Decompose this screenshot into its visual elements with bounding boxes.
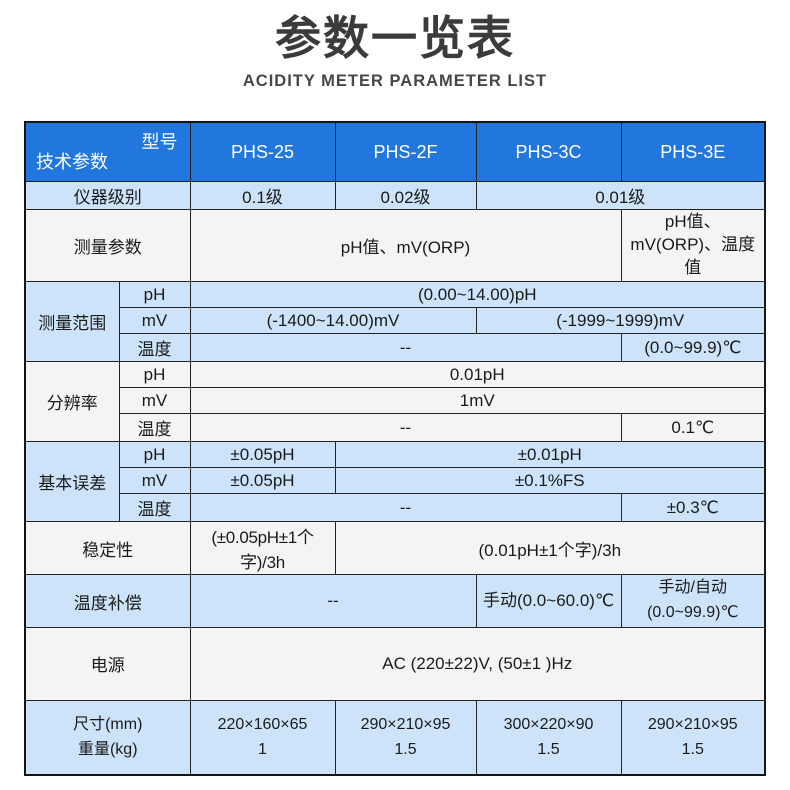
- stability-label: 稳定性: [24, 521, 191, 576]
- size-phs25: 220×160×65: [217, 715, 308, 733]
- basic-error-ph-phs2f-3e: ±0.01pH: [334, 441, 766, 469]
- parameter-table: 型号 技术参数 PHS-25 PHS-2F PHS-3C PHS-3E 仪器级别…: [24, 120, 766, 777]
- temp-compensation-phs3e-line1: 手动/自动: [658, 579, 727, 597]
- size-phs2f: 290×210×95: [360, 715, 451, 733]
- model-header-phs25: PHS-25: [189, 121, 336, 183]
- row-resolution-mv: mV 1mV: [25, 387, 766, 415]
- instrument-level-phs3c-3e: 0.01级: [475, 181, 766, 211]
- instrument-level-phs25: 0.1级: [189, 181, 336, 211]
- weight-phs25: 1: [258, 740, 267, 758]
- size-weight-phs2f: 290×210×95 1.5: [334, 699, 477, 776]
- resolution-mv-label: mV: [118, 387, 191, 415]
- resolution-mv-all: 1mV: [189, 387, 766, 415]
- basic-error-mv-phs2f-3e: ±0.1%FS: [334, 467, 766, 495]
- measure-range-mv-label: mV: [118, 307, 191, 335]
- measure-range-mv-phs3c-3e: (-1999~1999)mV: [475, 307, 766, 335]
- basic-error-mv-label: mV: [118, 467, 191, 495]
- resolution-temp-phs25-3c: --: [189, 413, 622, 443]
- measure-range-temp-phs3e: (0.0~99.9)℃: [620, 333, 766, 363]
- page-title: 参数一览表: [275, 12, 515, 64]
- row-size-weight: 尺寸(mm) 重量(kg) 220×160×65 1 290×210×95 1.…: [24, 699, 766, 776]
- size-label: 尺寸(mm): [73, 715, 143, 733]
- power-all: AC (220±22)V, (50±1 )Hz: [189, 626, 766, 701]
- resolution-ph-label: pH: [118, 361, 191, 389]
- row-power: 电源 AC (220±22)V, (50±1 )Hz: [24, 626, 766, 701]
- weight-phs3e: 1.5: [681, 740, 704, 758]
- row-resolution-ph: 分辨率 pH 0.01pH: [24, 361, 766, 443]
- row-basic-error-ph: 基本误差 pH ±0.05pH ±0.01pH: [24, 441, 766, 523]
- row-basic-error-mv: mV ±0.05pH ±0.1%FS: [25, 467, 766, 495]
- measure-range-ph-all: (0.00~14.00)pH: [189, 281, 766, 309]
- basic-error-temp-phs3e: ±0.3℃: [620, 493, 766, 523]
- instrument-level-phs2f: 0.02级: [334, 181, 477, 211]
- corner-model-label: 型号: [141, 131, 178, 152]
- model-header-phs2f: PHS-2F: [334, 121, 477, 183]
- measure-range-ph-label: pH: [118, 281, 191, 309]
- weight-phs2f: 1.5: [394, 740, 417, 758]
- size-weight-label: 尺寸(mm) 重量(kg): [24, 699, 191, 776]
- title-block: 参数一览表 ACIDITY METER PARAMETER LIST: [0, 0, 790, 91]
- measure-param-phs3e: pH值、mV(ORP)、温度值: [620, 209, 766, 283]
- resolution-label: 分辨率: [24, 361, 120, 443]
- row-instrument-level: 仪器级别 0.1级 0.02级 0.01级: [24, 181, 766, 211]
- resolution-ph-all: 0.01pH: [189, 361, 766, 389]
- corner-tech-param-label: 技术参数: [36, 152, 108, 173]
- measure-range-label: 测量范围: [24, 281, 120, 363]
- measure-param-label: 测量参数: [24, 209, 191, 283]
- weight-label: 重量(kg): [77, 740, 138, 758]
- weight-phs3c: 1.5: [537, 740, 560, 758]
- temp-compensation-phs3c: 手动(0.0~60.0)℃: [475, 574, 622, 628]
- basic-error-ph-label: pH: [118, 441, 191, 469]
- table-header-row: 型号 技术参数 PHS-25 PHS-2F PHS-3C PHS-3E: [24, 121, 766, 183]
- size-phs3e: 290×210×95: [647, 715, 738, 733]
- row-basic-error-temp: 温度 -- ±0.3℃: [25, 493, 766, 523]
- basic-error-ph-phs25: ±0.05pH: [189, 441, 336, 469]
- size-phs3c: 300×220×90: [503, 715, 594, 733]
- model-header-phs3c: PHS-3C: [475, 121, 622, 183]
- power-label: 电源: [24, 626, 191, 701]
- temp-compensation-phs3e-line2: (0.0~99.9)℃: [647, 604, 739, 621]
- measure-range-temp-label: 温度: [118, 333, 191, 363]
- measure-range-mv-phs25-2f: (-1400~14.00)mV: [189, 307, 477, 335]
- row-measure-range-ph: 测量范围 pH (0.00~14.00)pH: [24, 281, 766, 363]
- measure-range-temp-phs25-3c: --: [189, 333, 622, 363]
- resolution-temp-label: 温度: [118, 413, 191, 443]
- size-weight-phs25: 220×160×65 1: [189, 699, 336, 776]
- size-weight-phs3e: 290×210×95 1.5: [620, 699, 766, 776]
- row-stability: 稳定性 (±0.05pH±1个字)/3h (0.01pH±1个字)/3h: [24, 521, 766, 576]
- row-resolution-temp: 温度 -- 0.1℃: [25, 413, 766, 443]
- measure-param-phs25-3c: pH值、mV(ORP): [189, 209, 622, 283]
- basic-error-temp-label: 温度: [118, 493, 191, 523]
- row-measure-range-mv: mV (-1400~14.00)mV (-1999~1999)mV: [25, 307, 766, 335]
- instrument-level-label: 仪器级别: [24, 181, 191, 211]
- row-temp-compensation: 温度补偿 -- 手动(0.0~60.0)℃ 手动/自动 (0.0~99.9)℃: [24, 574, 766, 628]
- temp-compensation-phs3e: 手动/自动 (0.0~99.9)℃: [620, 574, 766, 628]
- row-measure-range-temp: 温度 -- (0.0~99.9)℃: [25, 333, 766, 363]
- resolution-temp-phs3e: 0.1℃: [620, 413, 766, 443]
- temp-compensation-label: 温度补偿: [24, 574, 191, 628]
- page-subtitle: ACIDITY METER PARAMETER LIST: [242, 71, 548, 90]
- row-measure-param: 测量参数 pH值、mV(ORP) pH值、mV(ORP)、温度值: [24, 209, 766, 283]
- corner-cell: 型号 技术参数: [24, 121, 191, 183]
- stability-phs2f-3e: (0.01pH±1个字)/3h: [334, 521, 766, 576]
- temp-compensation-phs25-2f: --: [189, 574, 477, 628]
- basic-error-temp-phs25-3c: --: [189, 493, 622, 523]
- basic-error-mv-phs25: ±0.05pH: [189, 467, 336, 495]
- size-weight-phs3c: 300×220×90 1.5: [475, 699, 622, 776]
- stability-phs25: (±0.05pH±1个字)/3h: [189, 521, 336, 576]
- basic-error-label: 基本误差: [24, 441, 120, 523]
- model-header-phs3e: PHS-3E: [620, 121, 766, 183]
